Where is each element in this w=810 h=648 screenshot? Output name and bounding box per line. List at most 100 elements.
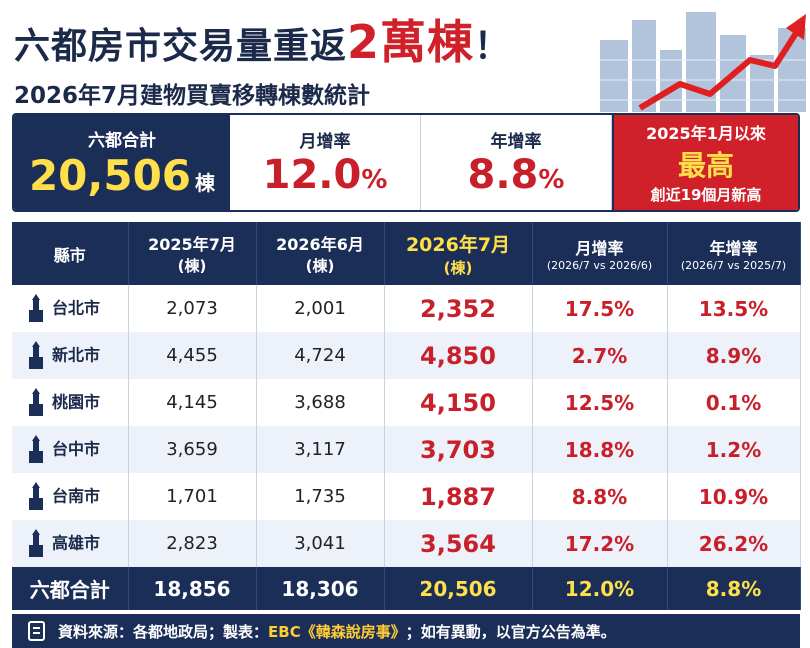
table-cell: 2,001 [256, 285, 385, 332]
header-title: 年增率 [709, 239, 758, 258]
header-cell: 2026年6月 (棟) [256, 222, 385, 285]
table-cell: 4,724 [256, 332, 385, 379]
city-cell: 台北市 [12, 285, 129, 332]
table-row: 台北市 2,073 2,001 2,352 17.5% 13.5% [12, 285, 801, 332]
table-cell: 2,352 [384, 285, 533, 332]
source-text: 資料來源：各都地政局；製表： [58, 622, 269, 641]
header-cell: 2026年7月 (棟) [384, 222, 533, 285]
card-value: 8.8 [467, 152, 539, 198]
card-unit: % [538, 165, 565, 195]
table-cell: 8.9% [667, 332, 801, 379]
table-row: 桃園市 4,145 3,688 4,150 12.5% 0.1% [12, 379, 801, 426]
table-cell: 1.2% [667, 426, 801, 473]
doc-icon [28, 621, 45, 641]
table-cell: 3,041 [256, 520, 385, 567]
header-title: 月增率 [575, 239, 624, 258]
city-icon [29, 387, 43, 416]
header-cell: 年增率 (2026/7 vs 2025/7) [667, 222, 801, 285]
header-title: 2026年6月 [276, 235, 364, 254]
table-cell: 10.9% [667, 473, 801, 520]
table-cell: 3,564 [384, 520, 533, 567]
table-cell: 17.2% [532, 520, 668, 567]
city-icon [29, 481, 43, 510]
card-value: 20,506 [28, 150, 192, 200]
header-title: 2026年7月 [405, 233, 511, 256]
city-name: 台北市 [52, 298, 101, 317]
table-cell: 17.5% [532, 285, 668, 332]
table-cell: 3,688 [256, 379, 385, 426]
highlight-card: 2025年1月以來 最高 創近19個月新高 [612, 115, 798, 210]
header-sub: (2026/7 vs 2026/6) [546, 259, 653, 272]
title: 六都房市交易量重返2萬棟！ [14, 6, 511, 72]
table-row: 高雄市 2,823 3,041 3,564 17.2% 26.2% [12, 520, 801, 567]
table-row: 台南市 1,701 1,735 1,887 8.8% 10.9% [12, 473, 801, 520]
table-cell: 18.8% [532, 426, 668, 473]
card-label: 六都合計 [88, 130, 156, 151]
highlight-main: 最高 [677, 149, 734, 182]
header-sub: (棟) [305, 257, 335, 275]
table-cell: 8.8% [532, 473, 668, 520]
city-icon [29, 293, 43, 322]
table-cell: 0.1% [667, 379, 801, 426]
total-label: 六都合計 [12, 567, 129, 610]
city-cell: 桃園市 [12, 379, 129, 426]
header-cell: 月增率 (2026/7 vs 2026/6) [532, 222, 668, 285]
card-unit: % [361, 165, 388, 195]
city-name: 台南市 [52, 486, 101, 505]
highlight-line: 2025年1月以來 [646, 124, 766, 143]
summary-card: 六都合計 20,506 棟 [14, 115, 230, 210]
summary-card: 年增率 8.8% [421, 115, 612, 210]
title-highlight: 2萬棟 [347, 15, 475, 69]
data-table: 縣市 2025年7月 (棟) 2026年6月 (棟) 2026年7月 (棟) 月增率 (2026… [12, 222, 801, 610]
table-cell: 1,735 [256, 473, 385, 520]
header-cell: 縣市 [12, 222, 129, 285]
city-icon [29, 528, 43, 557]
header-title: 2025年7月 [148, 235, 236, 254]
header-row: 縣市 2025年7月 (棟) 2026年6月 (棟) 2026年7月 (棟) 月增率 (2026… [12, 222, 801, 285]
table-cell: 26.2% [667, 520, 801, 567]
city-cell: 新北市 [12, 332, 129, 379]
header-sub: (棟) [443, 258, 473, 277]
table-cell: 2,823 [128, 520, 257, 567]
table-cell: 4,455 [128, 332, 257, 379]
header-sub: (棟) [177, 257, 207, 275]
table-cell: 13.5% [667, 285, 801, 332]
total-cell: 18,856 [128, 567, 257, 610]
total-row: 六都合計 18,856 18,306 20,506 12.0% 8.8% [12, 567, 801, 610]
city-cell: 高雄市 [12, 520, 129, 567]
card-label: 月增率 [299, 132, 351, 152]
city-icon [29, 434, 43, 463]
total-cell: 12.0% [532, 567, 668, 610]
skyline-decoration [600, 12, 806, 112]
table-cell: 1,701 [128, 473, 257, 520]
header-sub: (2026/7 vs 2025/7) [680, 259, 787, 272]
table-cell: 4,145 [128, 379, 257, 426]
card-label: 年增率 [490, 132, 542, 152]
city-cell: 台中市 [12, 426, 129, 473]
table-cell: 12.5% [532, 379, 668, 426]
table-cell: 3,117 [256, 426, 385, 473]
city-name: 高雄市 [52, 533, 101, 552]
table-cell: 3,659 [128, 426, 257, 473]
subtitle: 2026年7月建物買賣移轉棟數統計 [14, 83, 371, 109]
total-cell: 8.8% [667, 567, 801, 610]
header-cell: 2025年7月 (棟) [128, 222, 257, 285]
table-cell: 2,073 [128, 285, 257, 332]
table-row: 台中市 3,659 3,117 3,703 18.8% 1.2% [12, 426, 801, 473]
highlight-line: 創近19個月新高 [650, 186, 762, 204]
card-unit: 棟 [195, 170, 216, 195]
city-name: 新北市 [52, 345, 101, 364]
total-cell: 20,506 [384, 567, 533, 610]
table-cell: 2.7% [532, 332, 668, 379]
title-mark: ！ [474, 26, 512, 67]
city-name: 台中市 [52, 439, 101, 458]
city-icon [29, 340, 43, 369]
table-cell: 4,150 [384, 379, 533, 426]
title-text: 六都房市交易量重返 [14, 26, 348, 67]
summary-card: 月增率 12.0% [230, 115, 421, 210]
footer: 資料來源：各都地政局；製表： EBC《韓森說房事》 ；如有異動，以官方公告為準。 [12, 614, 800, 648]
table-cell: 1,887 [384, 473, 533, 520]
summary-band: 六都合計 20,506 棟 月增率 12.0% 年增率 8.8% 2025年1月以… [12, 113, 800, 212]
total-cell: 18,306 [256, 567, 385, 610]
